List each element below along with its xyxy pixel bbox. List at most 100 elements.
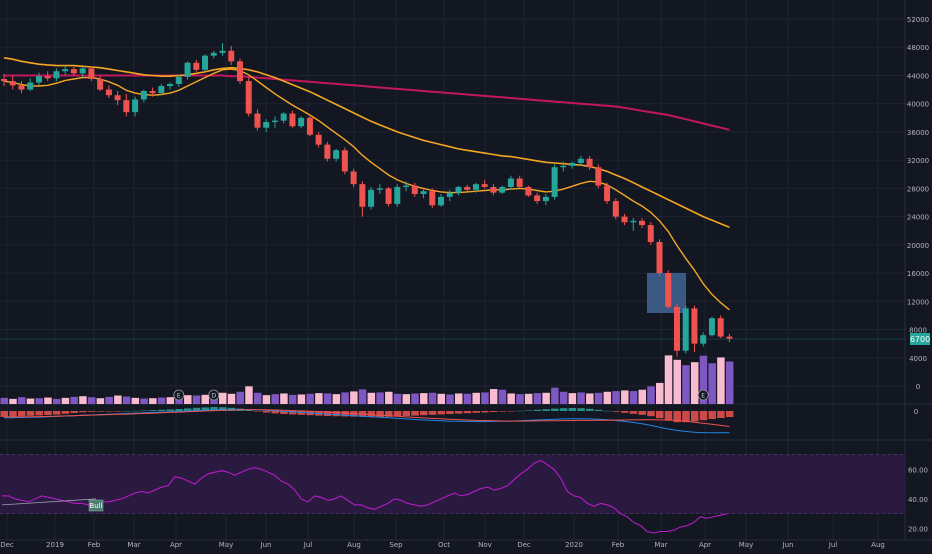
macd-hist-11 xyxy=(96,411,105,412)
price-tick-10: 12000 xyxy=(907,298,929,306)
macd-signal-line xyxy=(4,409,730,427)
macd-hist-43 xyxy=(376,411,384,417)
macd-hist-18 xyxy=(157,409,166,411)
candle-body-33 xyxy=(289,113,296,127)
volume-bar-49 xyxy=(428,392,437,404)
macd-hist-77 xyxy=(673,411,681,423)
macd-hist-30 xyxy=(262,411,271,413)
macd-hist-0 xyxy=(0,411,8,417)
grid-layer xyxy=(0,0,932,540)
time-label-6: Jun xyxy=(260,541,272,549)
candle-body-42 xyxy=(368,189,375,207)
volume-bar-0 xyxy=(0,397,8,404)
volume-bar-12 xyxy=(105,396,113,404)
macd-hist-24 xyxy=(210,407,218,411)
volume-bar-8 xyxy=(70,396,78,404)
time-axis: Dec 2019 Feb Mar Apr May Jun Jul Aug Sep Oct Nov Dec… xyxy=(0,539,932,549)
volume-bar-64 xyxy=(559,391,568,404)
candle-body-55 xyxy=(481,184,488,187)
macd-hist-13 xyxy=(114,411,122,412)
macd-hist-76 xyxy=(664,411,673,421)
candle-body-23 xyxy=(202,55,209,70)
price-tick-7: 24000 xyxy=(907,214,929,222)
macd-hist-75 xyxy=(656,411,664,419)
time-label-12: Dec xyxy=(517,541,531,549)
price-tag: 6700 xyxy=(910,333,930,345)
volume-bar-56 xyxy=(489,389,498,404)
macd-hist-72 xyxy=(629,411,638,414)
macd-hist-66 xyxy=(577,408,585,411)
macd-hist-31 xyxy=(271,411,279,414)
volume-bar-13 xyxy=(114,395,122,404)
volume-bar-36 xyxy=(315,393,323,404)
volume-bar-18 xyxy=(157,397,166,404)
volume-bar-17 xyxy=(149,398,157,404)
candle-body-63 xyxy=(551,167,558,197)
volume-bar-75 xyxy=(656,382,664,404)
macd-hist-52 xyxy=(454,411,463,414)
event-marker-label-0: E xyxy=(177,393,181,400)
volume-bar-4 xyxy=(35,398,43,404)
volume-bar-78 xyxy=(682,365,690,404)
macd-hist-14 xyxy=(122,411,131,412)
macd-hist-7 xyxy=(61,411,70,414)
macd-hist-63 xyxy=(551,408,559,411)
volume-bar-50 xyxy=(437,393,445,404)
candle-body-74 xyxy=(647,225,654,243)
volume-bar-40 xyxy=(350,391,358,404)
candle-body-73 xyxy=(639,220,646,226)
macd-hist-10 xyxy=(87,411,96,412)
volume-bar-35 xyxy=(306,393,314,404)
volume-bar-69 xyxy=(603,391,612,404)
time-label-5: May xyxy=(219,541,233,549)
candle-body-58 xyxy=(507,178,514,187)
volume-bar-57 xyxy=(498,389,507,404)
bull-tag-box[interactable] xyxy=(88,499,104,512)
event-marker-0 xyxy=(173,389,185,401)
volume-bar-42 xyxy=(367,392,376,404)
volume-bar-83 xyxy=(725,361,734,404)
macd-hist-5 xyxy=(44,411,52,415)
time-label-16: Apr xyxy=(699,541,711,549)
price-tick-5: 32000 xyxy=(907,157,929,165)
volume-bar-6 xyxy=(52,398,61,404)
macd-hist-73 xyxy=(638,411,647,415)
candle-body-9 xyxy=(79,68,86,74)
volume-bar-59 xyxy=(516,394,524,404)
volume-bar-60 xyxy=(524,393,533,404)
event-marker-label-2: E xyxy=(701,393,705,400)
event-marker-label-1: D xyxy=(211,393,216,400)
price-tick-13: 0 xyxy=(916,383,920,391)
macd-hist-60 xyxy=(524,410,533,411)
macd-hist-74 xyxy=(647,411,655,417)
macd-hist-53 xyxy=(463,411,472,414)
volume-bar-33 xyxy=(288,394,297,404)
candle-body-83 xyxy=(726,336,733,339)
candle-body-24 xyxy=(210,52,217,56)
macd-hist-9 xyxy=(79,411,87,413)
macd-hist-61 xyxy=(533,409,542,411)
candle-body-80 xyxy=(700,335,707,344)
bull-tag[interactable]: Bull xyxy=(88,499,104,512)
time-label-2: Feb xyxy=(88,541,101,549)
candle-body-12 xyxy=(105,89,112,96)
macd-hist-67 xyxy=(586,408,594,411)
volume-bar-2 xyxy=(17,397,26,404)
volume-bar-16 xyxy=(140,398,148,404)
price-tick-6: 28000 xyxy=(907,185,929,193)
volume-bar-70 xyxy=(612,391,620,404)
time-label-17: May xyxy=(739,541,753,549)
time-label-14: Feb xyxy=(612,541,625,549)
macd-hist-23 xyxy=(201,407,210,411)
volume-bar-43 xyxy=(376,392,384,404)
price-tag-box xyxy=(910,333,930,345)
time-label-18: Jun xyxy=(782,541,794,549)
candle-body-36 xyxy=(315,134,322,145)
macd-hist-57 xyxy=(498,411,507,412)
macd-hist-6 xyxy=(52,411,61,415)
macd-hist-21 xyxy=(184,408,192,411)
macd-hist-28 xyxy=(245,409,253,411)
volume-bar-58 xyxy=(507,393,515,404)
